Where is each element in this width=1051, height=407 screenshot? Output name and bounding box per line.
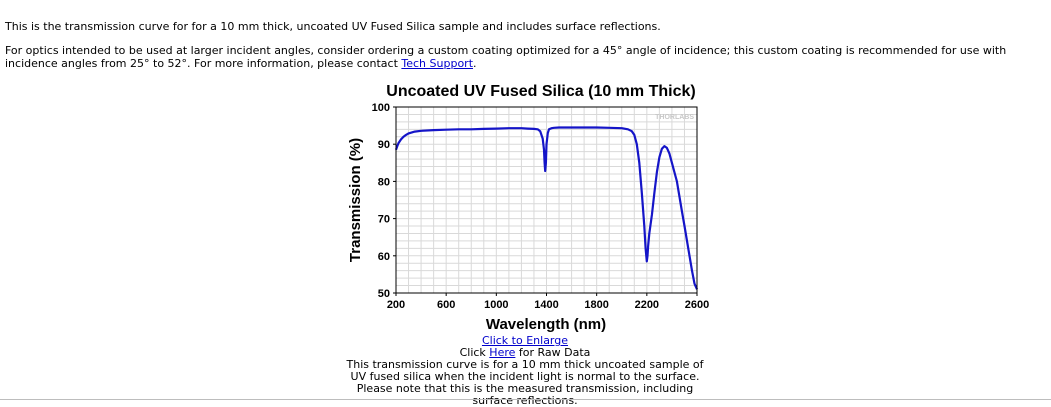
y-tick-labels: 50 60 70 80 90 100 <box>372 102 396 300</box>
y-tick-label: 90 <box>378 139 390 151</box>
watermark-logo: THORLABS <box>655 114 694 121</box>
y-tick-label: 100 <box>372 102 390 114</box>
x-tick-label: 2600 <box>685 299 709 311</box>
x-tick-labels: 200 600 1000 1400 1800 2200 2600 <box>387 293 709 311</box>
enlarge-caption: Click to Enlarge <box>340 335 710 347</box>
intro-paragraph-2-text: For optics intended to be used at larger… <box>5 44 1007 70</box>
x-tick-label: 1400 <box>534 299 558 311</box>
chart-svg: Uncoated UV Fused Silica (10 mm Thick) T… <box>347 83 709 333</box>
y-tick-label: 70 <box>378 214 390 226</box>
x-tick-label: 1800 <box>584 299 608 311</box>
y-tick-label: 50 <box>378 288 390 300</box>
plot-frame <box>395 106 698 294</box>
transmission-chart[interactable]: Uncoated UV Fused Silica (10 mm Thick) T… <box>340 76 720 340</box>
y-axis-label: Transmission (%) <box>347 138 364 262</box>
intro-paragraph-1: This is the transmission curve for for a… <box>5 20 661 33</box>
chart-title: Uncoated UV Fused Silica (10 mm Thick) <box>386 83 695 100</box>
x-axis-label: Wavelength (nm) <box>486 316 606 333</box>
raw-data-prefix: Click <box>459 346 490 359</box>
tech-support-link[interactable]: Tech Support <box>401 57 474 70</box>
divider <box>0 399 1051 400</box>
raw-data-suffix: for Raw Data <box>515 346 591 359</box>
x-tick-label: 200 <box>387 299 405 311</box>
raw-data-caption: Click Here for Raw Data <box>340 347 710 359</box>
raw-data-link[interactable]: Here <box>489 346 516 359</box>
series-line <box>394 126 699 290</box>
y-tick-label: 80 <box>378 176 390 188</box>
y-tick-label: 60 <box>378 251 390 263</box>
intro-paragraph-2: For optics intended to be used at larger… <box>5 44 1045 70</box>
chart-description: This transmission curve is for a 10 mm t… <box>346 358 704 407</box>
x-tick-label: 2200 <box>635 299 659 311</box>
intro-paragraph-2-end: . <box>473 57 477 70</box>
click-to-enlarge-link[interactable]: Click to Enlarge <box>481 334 569 347</box>
x-tick-label: 1000 <box>484 299 508 311</box>
x-tick-label: 600 <box>437 299 455 311</box>
